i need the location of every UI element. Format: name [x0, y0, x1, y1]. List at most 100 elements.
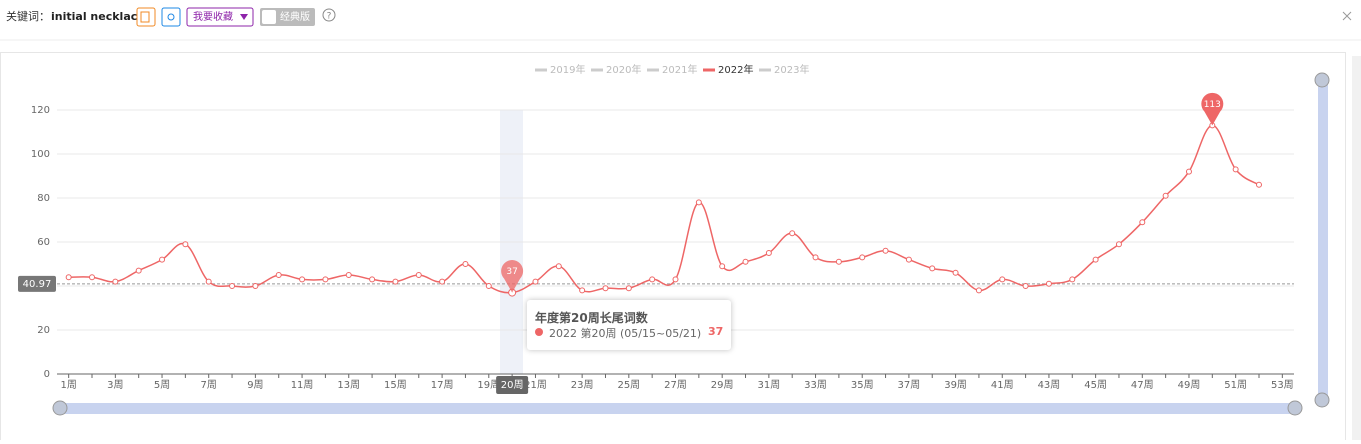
point [345, 272, 352, 278]
point [672, 276, 679, 283]
point [1069, 276, 1076, 283]
pin-label: 113 [1204, 100, 1221, 110]
legend-label: 2021年 [662, 63, 697, 76]
point [1162, 192, 1169, 199]
series-line [68, 124, 1260, 294]
x-tick-label: 43周 [1038, 379, 1061, 391]
help-glyph: ? [327, 12, 332, 22]
zoom-handle[interactable] [1314, 392, 1330, 408]
zoom-handle[interactable] [1314, 72, 1330, 88]
point [485, 283, 492, 289]
point [65, 274, 72, 281]
pin [1201, 92, 1224, 126]
y-tick-label: 20 [37, 325, 50, 336]
point [159, 256, 166, 263]
point [929, 265, 936, 272]
x-tick-label: 7周 [201, 379, 217, 391]
point [579, 287, 586, 294]
point [789, 230, 796, 237]
point [252, 283, 259, 289]
point [135, 267, 142, 274]
classic-text: 经典版 [280, 10, 310, 23]
y-tick-label: 120 [31, 105, 50, 116]
point [1232, 166, 1239, 173]
x-tick-label: 17周 [431, 379, 454, 391]
x-tick-label: 23周 [571, 379, 594, 391]
x-tick-label: 13周 [337, 379, 360, 391]
y-tick-label: 0 [44, 369, 50, 380]
x-tick-label: 29周 [711, 379, 734, 391]
zoom-handle[interactable] [52, 400, 68, 416]
x-tick-label: 27周 [664, 379, 687, 391]
point [882, 247, 889, 254]
point [999, 276, 1006, 283]
point [719, 263, 726, 270]
x-tick-label: 1周 [60, 379, 76, 391]
zoom-slider[interactable] [60, 403, 1295, 414]
point [555, 263, 562, 270]
x-tick-label: 51周 [1224, 379, 1247, 391]
point [275, 272, 282, 278]
point [695, 199, 702, 206]
point [905, 256, 912, 263]
keyword-label: 关键词： [6, 9, 50, 23]
point [1139, 219, 1146, 226]
point [415, 272, 422, 278]
favorite-button[interactable] [186, 7, 254, 27]
scrollbar[interactable] [1352, 56, 1361, 440]
point [392, 278, 399, 285]
favorite-text: 我要收藏 [193, 10, 233, 23]
point [1185, 168, 1192, 175]
point [229, 283, 236, 289]
point [952, 269, 959, 276]
help-icon[interactable] [322, 8, 336, 22]
icon-1688[interactable] [136, 7, 156, 27]
point [112, 278, 119, 285]
point [1115, 241, 1122, 248]
toggle-knob [262, 10, 276, 24]
tooltip-title: 年度第20周长尾词数 [535, 311, 648, 325]
x-tick-label: 9周 [247, 379, 263, 391]
x-tick-label: 49周 [1178, 379, 1201, 391]
point [859, 254, 866, 261]
close-button[interactable] [1342, 11, 1352, 21]
icon-glyph [140, 11, 150, 23]
point [625, 285, 632, 292]
x-tick-label: 21周 [524, 379, 547, 391]
x-tick-label: 20周 [501, 379, 524, 391]
point [462, 261, 469, 267]
icon-amazon[interactable] [161, 7, 181, 27]
pin [501, 260, 524, 293]
point [1045, 280, 1052, 287]
y-tick-label: 100 [31, 149, 50, 160]
legend-label: 2022年 [718, 63, 753, 76]
point [182, 241, 189, 248]
y-zoom-slider[interactable] [1318, 80, 1328, 400]
x-tick-label: 41周 [991, 379, 1014, 391]
x-tick-label: 33周 [804, 379, 827, 391]
tooltip: 年度第20周长尾词数 2022 第20周 (05/15~05/21) 37 [527, 300, 731, 350]
tooltip-dot [535, 328, 543, 336]
y-tick-label: 60 [37, 237, 50, 248]
x-tick-label: 35周 [851, 379, 874, 391]
legend-label: 2019年 [550, 63, 585, 76]
x-tick-label: 25周 [617, 379, 640, 391]
point [322, 276, 329, 283]
dropdown-arrow [240, 14, 248, 20]
legend-label: 2023年 [774, 63, 809, 76]
point [1022, 283, 1029, 289]
point [812, 254, 819, 261]
zoom-handle[interactable] [1287, 400, 1303, 416]
x-tick-label: 45周 [1084, 379, 1107, 391]
x-tick-label: 47周 [1131, 379, 1154, 391]
point [649, 276, 656, 283]
point [602, 285, 609, 292]
point [439, 278, 446, 285]
point [835, 258, 842, 265]
point [1092, 256, 1099, 263]
x-tick-label: 5周 [154, 379, 170, 391]
x-tick-label: 53周 [1271, 379, 1294, 391]
point [1255, 181, 1262, 188]
